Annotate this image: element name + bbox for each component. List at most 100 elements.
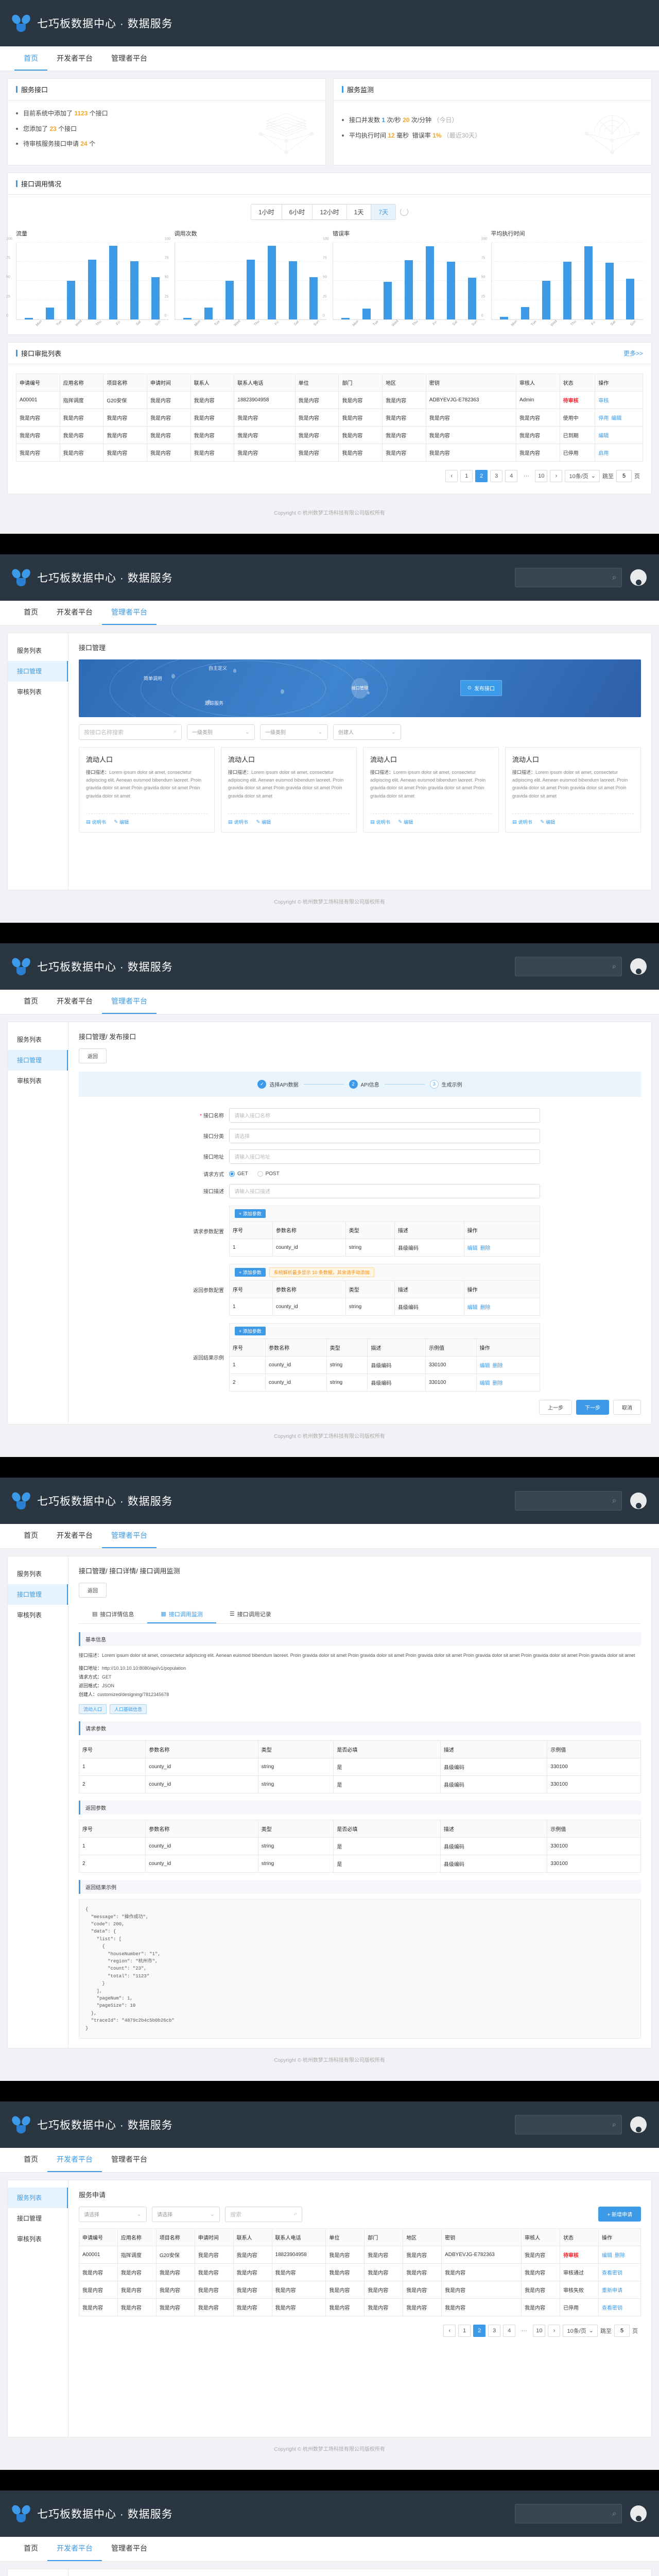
- table-row[interactable]: 1 county_id string 县级编码 编辑 删除: [229, 1238, 541, 1257]
- global-search[interactable]: ⌕: [515, 2503, 622, 2523]
- sidebar-item-review-list[interactable]: 审核列表: [17, 1077, 42, 1085]
- table-row[interactable]: 1 county_id string 县级编码 编辑 删除: [229, 1297, 541, 1316]
- nav-tab-developer[interactable]: 开发者平台: [47, 2148, 102, 2172]
- action-link[interactable]: 查看密钥: [601, 2305, 622, 2311]
- sidebar-item-review-list[interactable]: 审核列表: [17, 2235, 42, 2243]
- action-link[interactable]: 删除: [614, 2252, 625, 2259]
- range-1d[interactable]: 1天: [346, 204, 372, 219]
- page-size-select[interactable]: 10条/页 ⌄: [565, 469, 600, 482]
- search-icon[interactable]: ⌕: [612, 2509, 616, 2518]
- page-1[interactable]: 1: [458, 2324, 471, 2337]
- edit-link[interactable]: ✎ 编辑: [540, 819, 556, 825]
- table-row[interactable]: 我是内容 我是内容 我是内容 我是内容 我是内容 我是内容 我是内容 我是内容 我是内容 我是内容…: [79, 2280, 641, 2299]
- input-field[interactable]: 请输入接口描述: [229, 1183, 540, 1198]
- global-search[interactable]: ⌕: [515, 2114, 622, 2134]
- manual-link[interactable]: ▤ 说明书: [86, 819, 106, 825]
- nav-tab-admin[interactable]: 管理者平台: [102, 990, 157, 1014]
- nav-tab-home[interactable]: 首页: [24, 997, 38, 1006]
- table-row[interactable]: A00001 指挥调度 G20安保 我是内容 我是内容 18823904958 我是内容 我是…: [79, 2245, 641, 2264]
- edit-link[interactable]: ✎ 编辑: [398, 819, 413, 825]
- api-card[interactable]: 流动人口 接口描述：Lorem ipsum dolor sit amet, con…: [505, 747, 641, 833]
- action-link[interactable]: 编辑: [598, 433, 609, 439]
- sidebar-item-service-list[interactable]: 服务列表: [17, 647, 42, 655]
- sidebar-item-review-list[interactable]: 审核列表: [17, 1612, 42, 1619]
- jump-input[interactable]: [616, 469, 632, 482]
- user-avatar-icon[interactable]: [630, 958, 647, 975]
- category-select-2[interactable]: 一级类别 ⌄: [260, 724, 328, 740]
- nav-tab-home[interactable]: 首页: [14, 46, 47, 71]
- next-step-button[interactable]: 下一步: [576, 1399, 609, 1415]
- search-input[interactable]: [521, 2121, 608, 2128]
- action-link[interactable]: 审核: [598, 398, 609, 404]
- global-search[interactable]: ⌕: [515, 956, 622, 976]
- user-avatar-icon[interactable]: [630, 569, 647, 586]
- action-link[interactable]: 查看密钥: [601, 2270, 622, 2276]
- table-row[interactable]: 2 county_id string 是县级编码 330100: [78, 1775, 641, 1794]
- action-link[interactable]: 编辑: [611, 415, 622, 421]
- input-field[interactable]: 请输入接口地址: [229, 1149, 540, 1164]
- page-4[interactable]: 4: [505, 469, 518, 482]
- table-row[interactable]: A00001 指挥调度 G20安保 我是内容 我是内容 18823904958 我是内容 我是…: [16, 391, 643, 409]
- action-link[interactable]: 删除: [492, 1363, 503, 1369]
- action-link[interactable]: 重新申请: [601, 2287, 622, 2294]
- sidebar-item-service-list[interactable]: 服务列表: [17, 1036, 42, 1044]
- search-input[interactable]: [521, 1497, 608, 1504]
- nav-tab-developer[interactable]: 开发者平台: [57, 1531, 93, 1540]
- edit-link[interactable]: ✎ 编辑: [114, 819, 129, 825]
- refresh-icon[interactable]: [400, 208, 409, 216]
- search-input[interactable]: [521, 962, 608, 970]
- action-link[interactable]: 编辑: [467, 1245, 478, 1251]
- table-row[interactable]: 1 county_id string 是县级编码 330100: [78, 1758, 641, 1776]
- step-3[interactable]: 3 生成示例: [429, 1079, 462, 1089]
- nav-tab-home[interactable]: 首页: [24, 608, 38, 617]
- api-search-input[interactable]: 按接口名称搜索 ⌕: [79, 724, 182, 740]
- tab-api-records[interactable]: ☰ 接口调用记录: [229, 1611, 271, 1618]
- nav-tab-home[interactable]: 首页: [24, 2155, 38, 2164]
- cancel-button[interactable]: 取消: [613, 1399, 641, 1415]
- global-search[interactable]: ⌕: [515, 567, 622, 587]
- manual-link[interactable]: ▤ 说明书: [370, 819, 390, 825]
- back-button[interactable]: 返回: [79, 1048, 107, 1063]
- category-chip[interactable]: 人口基础信息: [110, 1704, 147, 1715]
- nav-tab-admin[interactable]: 管理者平台: [111, 54, 147, 62]
- page-3[interactable]: 3: [488, 2324, 501, 2337]
- range-7d[interactable]: 7天: [371, 204, 396, 219]
- action-link[interactable]: 停用: [598, 415, 609, 421]
- search-icon[interactable]: ⌕: [612, 2120, 616, 2129]
- search-icon[interactable]: ⌕: [293, 2211, 297, 2217]
- sidebar-item-review-list[interactable]: 审核列表: [17, 688, 42, 696]
- user-avatar-icon[interactable]: [630, 2505, 647, 2522]
- table-row[interactable]: 我是内容 我是内容 我是内容 我是内容 我是内容 我是内容 我是内容 我是内容 我是内容 我是内容…: [79, 2263, 641, 2281]
- page-last[interactable]: 10: [533, 2324, 546, 2337]
- sidebar-item-api-management[interactable]: 接口管理: [8, 660, 68, 682]
- page-next[interactable]: ›: [548, 2324, 561, 2337]
- page-3[interactable]: 3: [490, 469, 503, 482]
- manual-link[interactable]: ▤ 说明书: [512, 819, 532, 825]
- table-row[interactable]: 我是内容 我是内容 我是内容 我是内容 我是内容 我是内容 我是内容 我是内容 我是内容 我是内容…: [16, 408, 643, 427]
- radio-GET[interactable]: GET: [229, 1171, 248, 1177]
- action-link[interactable]: 启用: [598, 450, 609, 456]
- action-link[interactable]: 删除: [480, 1304, 491, 1311]
- category-select-1[interactable]: 一级类别 ⌄: [187, 724, 255, 740]
- nav-tab-admin[interactable]: 管理者平台: [111, 2155, 147, 2164]
- search-icon[interactable]: ⌕: [612, 1496, 616, 1505]
- sidebar-item-api-management[interactable]: 接口管理: [17, 2215, 42, 2223]
- search-icon[interactable]: ⌕: [612, 573, 616, 582]
- nav-tab-developer[interactable]: 开发者平台: [57, 608, 93, 617]
- nav-tab-admin[interactable]: 管理者平台: [102, 601, 157, 625]
- table-row[interactable]: 我是内容 我是内容 我是内容 我是内容 我是内容 我是内容 我是内容 我是内容 我是内容 我是内容…: [16, 443, 643, 462]
- action-link[interactable]: 删除: [480, 1245, 491, 1251]
- application-search-input[interactable]: 搜索 ⌕: [225, 2206, 302, 2222]
- manual-link[interactable]: ▤ 说明书: [228, 819, 248, 825]
- add-param-button[interactable]: + 添加参数: [235, 1209, 266, 1218]
- action-link[interactable]: 编辑: [479, 1380, 490, 1386]
- nav-tab-developer[interactable]: 开发者平台: [57, 997, 93, 1006]
- page-prev[interactable]: ‹: [443, 2324, 456, 2337]
- nav-tab-home[interactable]: 首页: [24, 1531, 38, 1540]
- page-1[interactable]: 1: [460, 469, 473, 482]
- search-icon[interactable]: ⌕: [173, 728, 177, 735]
- filter-select-1[interactable]: 请选择 ⌄: [79, 2206, 147, 2222]
- back-button[interactable]: 返回: [79, 1582, 107, 1598]
- sidebar-item-service-list[interactable]: 服务列表: [8, 2187, 68, 2208]
- jump-input[interactable]: [614, 2324, 630, 2337]
